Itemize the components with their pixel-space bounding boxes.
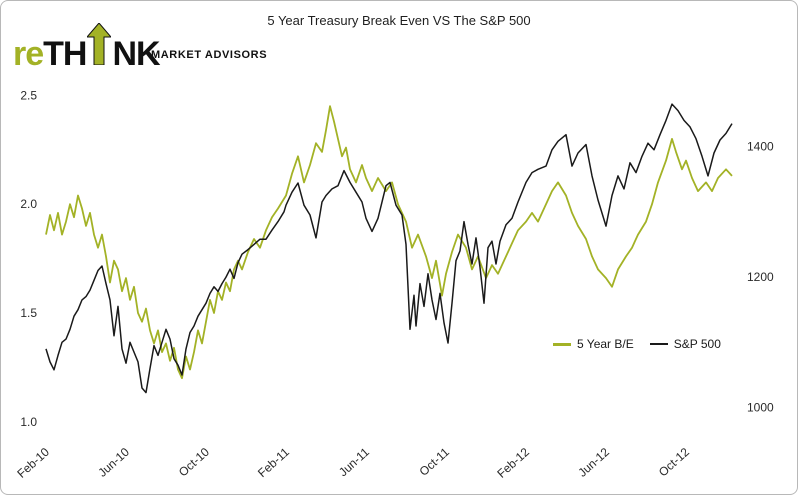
- x-axis-tick-label: Oct-12: [656, 445, 692, 480]
- brand-nk: NK: [112, 35, 160, 73]
- brand-tagline: MARKET ADVISORS: [151, 49, 268, 61]
- legend-label-sp500: S&P 500: [673, 337, 721, 351]
- x-axis-tick-label: Jun-11: [336, 445, 372, 480]
- legend: 5 Year B/E S&P 500: [553, 337, 721, 351]
- brand-re: re: [13, 35, 44, 73]
- y-axis-left-tick-label: 1.5: [20, 306, 37, 320]
- legend-label-breakeven: 5 Year B/E: [577, 337, 634, 351]
- x-axis-tick-label: Feb-12: [494, 445, 532, 481]
- x-axis-tick-label: Feb-10: [14, 445, 52, 481]
- series-line-5-year-b-e: [45, 105, 733, 380]
- y-axis-left-tick-label: 1.0: [20, 415, 37, 429]
- breakeven-line-swatch: [553, 342, 571, 346]
- legend-item-breakeven: 5 Year B/E: [553, 337, 634, 351]
- x-axis-tick-label: Oct-10: [176, 445, 212, 480]
- series-line-s-p-500: [45, 103, 733, 394]
- y-axis-right-tick-label: 1000: [747, 401, 774, 415]
- sp500-line-swatch: [649, 343, 668, 345]
- x-axis-tick-label: Jun-12: [575, 445, 612, 480]
- y-axis-right-tick-label: 1400: [747, 139, 774, 153]
- y-axis-left-tick-label: 2.5: [20, 88, 37, 102]
- brand-th: TH: [43, 35, 87, 73]
- y-axis-right-tick-label: 1200: [747, 270, 774, 284]
- chart-title: 5 Year Treasury Break Even VS The S&P 50…: [267, 13, 531, 28]
- x-axis-tick-label: Jun-10: [95, 445, 132, 480]
- legend-item-sp500: S&P 500: [649, 337, 721, 351]
- y-axis-left-tick-label: 2.0: [20, 197, 37, 211]
- x-axis-tick-label: Feb-11: [255, 445, 292, 480]
- brand-logo: re TH NK: [13, 22, 161, 73]
- up-arrow-icon: [86, 22, 113, 71]
- x-axis-tick-label: Oct-11: [417, 445, 453, 479]
